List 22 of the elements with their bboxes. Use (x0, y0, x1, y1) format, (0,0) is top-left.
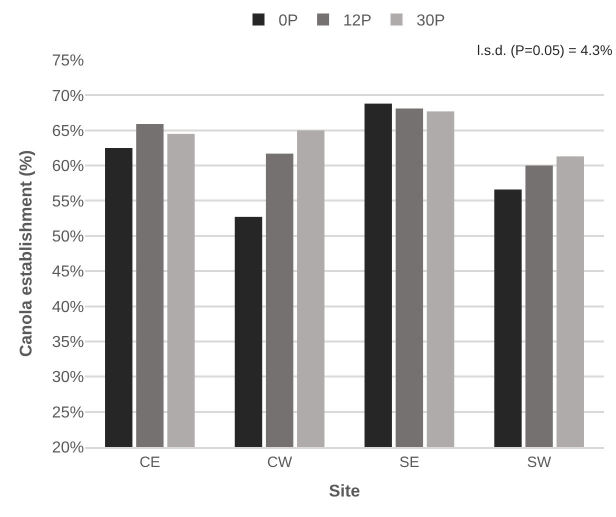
y-tick-label: 45% (52, 264, 84, 281)
y-axis-title: Canola establishment (%) (16, 150, 36, 357)
y-tick-label: 65% (52, 122, 84, 140)
legend-label: 0P (278, 12, 298, 30)
legend-label: 12P (343, 12, 372, 30)
text: l.s.d. (P=0.05) = 4.3% (477, 42, 612, 58)
y-tick-label: 30% (52, 369, 84, 386)
x-tick-label: SE (399, 454, 420, 471)
x-tick-label: CE (139, 454, 160, 471)
x-tick-label: SW (527, 454, 552, 471)
y-tick-label: 75% (52, 52, 84, 70)
legend-label: 30P (416, 12, 446, 30)
y-tick-label: 50% (52, 228, 84, 246)
y-tick-label: 20% (52, 440, 84, 457)
y-tick-label: 25% (52, 404, 84, 422)
x-tick-label: CW (267, 454, 293, 471)
x-axis-title: Site (328, 482, 360, 501)
y-tick-label: 35% (52, 334, 84, 352)
y-tick-label: 55% (52, 193, 84, 210)
y-tick-label: 60% (52, 158, 84, 176)
y-tick-label: 70% (52, 88, 84, 105)
y-tick-label: 40% (52, 298, 84, 316)
